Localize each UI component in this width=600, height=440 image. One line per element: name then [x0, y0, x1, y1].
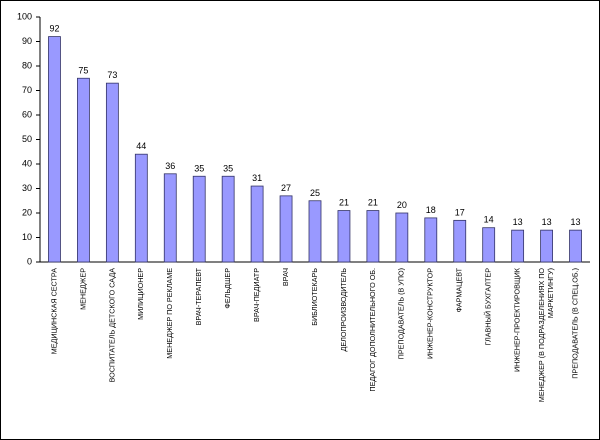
value-label: 36	[165, 161, 175, 171]
x-tick-label: ФЕЛЬДШЕР	[223, 268, 232, 309]
value-label: 18	[426, 205, 436, 215]
x-tick-label: МЕНЕДЖЕР (В ПОДРАЗДЕЛЕНИЯХ ПОМАРКЕТИНГУ)	[537, 268, 555, 403]
bar	[482, 227, 496, 263]
value-label: 92	[49, 24, 59, 34]
value-label: 13	[513, 217, 523, 227]
x-tick-label: ПРЕПОДАВАТЕЛЬ (В УПО)	[397, 268, 406, 359]
value-label: 17	[455, 207, 465, 217]
value-label: 27	[281, 183, 291, 193]
x-tick-label: МЕНЕДЖЕР ПО РЕКЛАМЕ	[165, 268, 174, 359]
x-tick-label: МЕНЕДЖЕР	[78, 268, 87, 310]
value-label: 44	[136, 141, 146, 151]
bar	[250, 185, 264, 263]
bar	[453, 219, 467, 263]
x-tick-label: МИЛИЦИОНЕР	[136, 268, 145, 320]
value-label: 13	[542, 217, 552, 227]
x-tick-label: ВРАЧ	[281, 268, 290, 286]
y-tick-label: 60	[22, 109, 32, 119]
value-label: 31	[252, 173, 262, 183]
y-tick-label: 100	[17, 11, 32, 21]
x-tick-label: ИНЖЕНЕР-КОНСТРУКТОР	[426, 268, 435, 359]
value-label: 13	[571, 217, 581, 227]
bar	[163, 173, 177, 263]
x-tick-label: ФАРМАЦЕВТ	[455, 267, 464, 312]
x-tick-label: ИНЖЕНЕР-ПРОЕКТИРОВЩИК	[513, 267, 522, 372]
value-label: 35	[194, 163, 204, 173]
y-tick-label: 0	[27, 256, 32, 266]
bar	[424, 217, 438, 263]
bar	[77, 77, 90, 263]
bar	[511, 229, 525, 263]
bar	[105, 82, 119, 263]
value-label: 75	[78, 65, 88, 75]
x-tick-label: ПРЕПОДАВАТЕЛЬ (В СПЕЦ.ОБ.)	[570, 268, 579, 379]
y-tick-label: 50	[22, 134, 32, 144]
y-tick-label: 90	[22, 36, 32, 46]
x-tick-label: ВОСПИТАТЕЛЬ ДЕТСКОГО САДА	[107, 268, 116, 383]
x-tick-label: МЕДИЦИНСКАЯ СЕСТРА	[49, 268, 58, 354]
bar	[134, 153, 148, 263]
y-tick-label: 70	[22, 85, 32, 95]
x-tick-label: ВРАЧ-ТЕРАПЕВТ	[194, 267, 203, 325]
bar	[540, 229, 553, 263]
bar	[192, 175, 206, 263]
bar	[366, 210, 380, 263]
value-label: 73	[107, 70, 117, 80]
bar	[395, 212, 409, 263]
value-label: 21	[339, 198, 349, 208]
value-label: 14	[484, 215, 494, 225]
y-tick-label: 40	[22, 158, 32, 168]
value-label: 35	[223, 163, 233, 173]
bar	[569, 229, 582, 263]
bar	[48, 36, 61, 263]
x-tick-label: ВРАЧ-ПЕДИАТР	[252, 268, 261, 322]
bar	[221, 175, 235, 263]
bar	[279, 195, 293, 263]
y-tick-label: 30	[22, 183, 32, 193]
y-tick-label: 20	[22, 207, 32, 217]
x-tick-label: ДЕЛОПРОИЗВОДИТЕЛЬ	[339, 268, 348, 352]
bar	[308, 200, 322, 263]
value-label: 20	[397, 200, 407, 210]
x-tick-label: БИБЛИОТЕКАРЬ	[310, 268, 319, 326]
value-label: 21	[368, 198, 378, 208]
x-tick-label: ПЕДАГОГ ДОПОЛНИТЕЛЬНОГО ОБ.	[368, 268, 377, 392]
bar	[337, 210, 351, 263]
y-tick-label: 10	[22, 232, 32, 242]
value-label: 25	[310, 188, 320, 198]
x-tick-label: ГЛАВНЫЙ БУХГАЛТЕР	[484, 268, 493, 346]
y-tick-label: 80	[22, 60, 32, 70]
